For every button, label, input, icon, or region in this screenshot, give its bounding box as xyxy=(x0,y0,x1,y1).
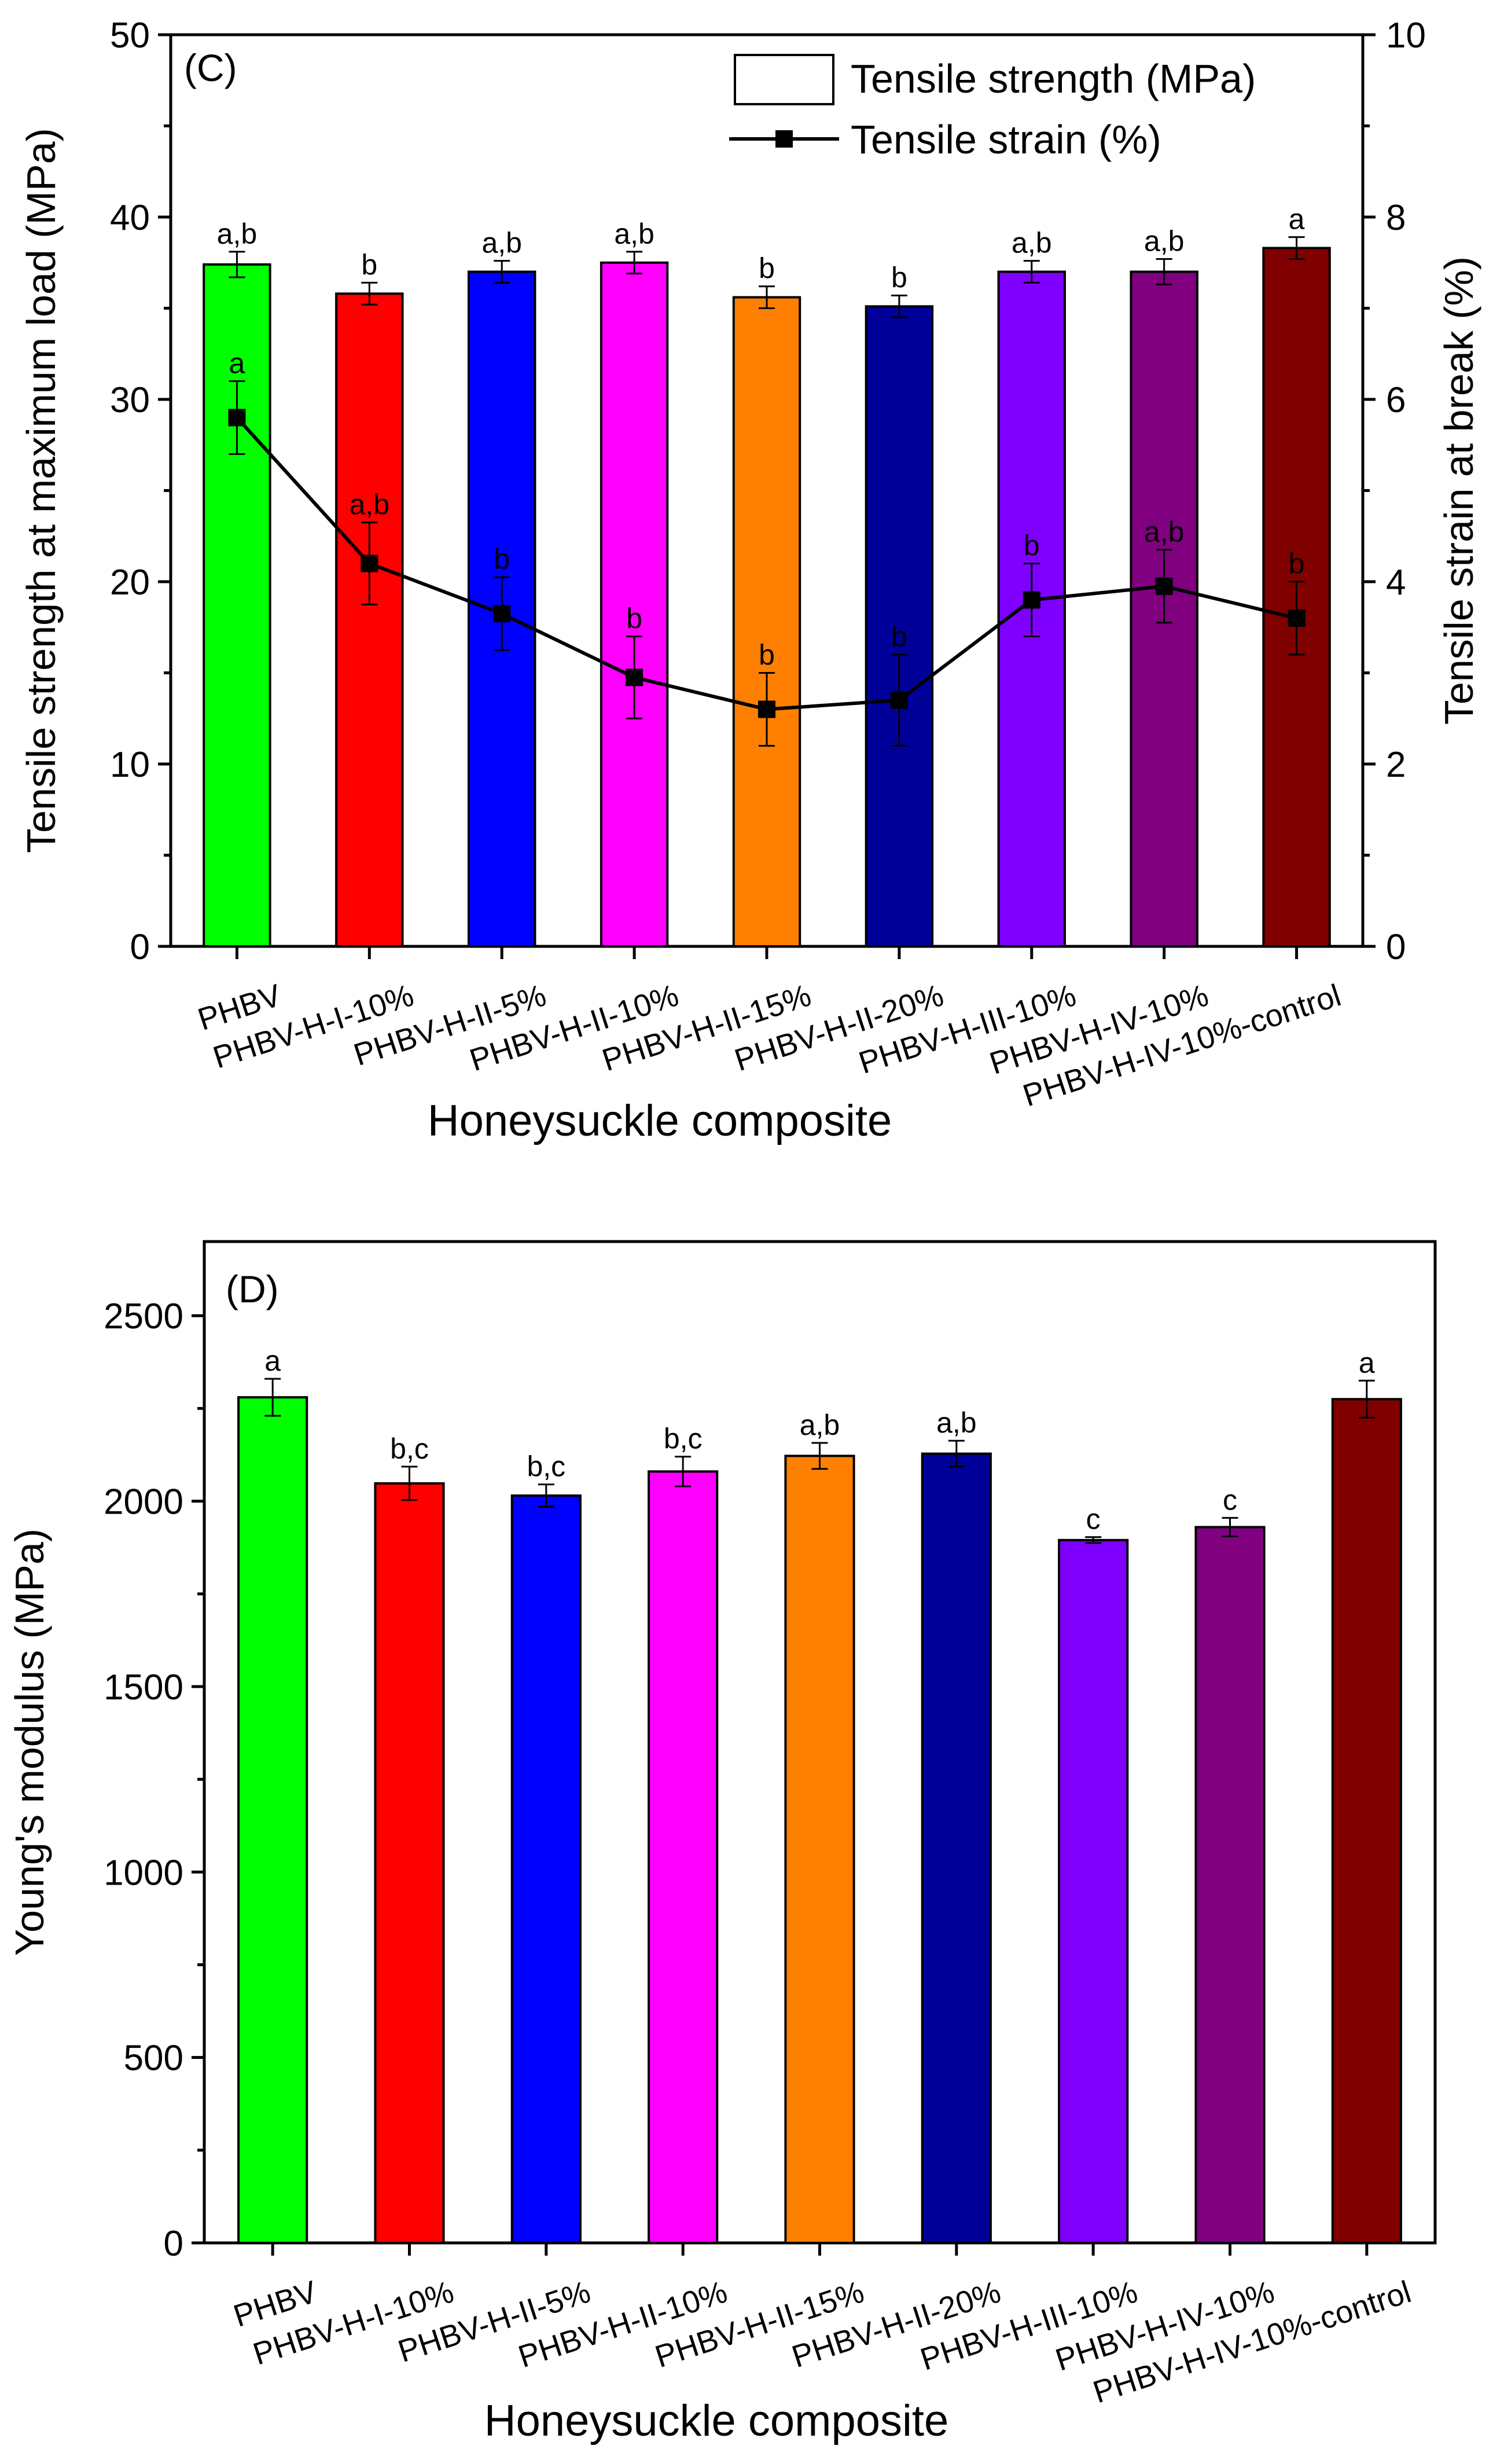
legend-bar-swatch xyxy=(734,54,834,105)
y-tick-label: 1000 xyxy=(104,1853,183,1893)
strain-point xyxy=(1155,577,1173,595)
bar xyxy=(784,1455,855,2244)
y-tick-label: 2500 xyxy=(104,1297,183,1336)
bar xyxy=(921,1452,992,2244)
legend-line-label: Tensile strain (%) xyxy=(851,117,1161,162)
bar xyxy=(203,263,271,948)
strain-significance-label: b xyxy=(1024,530,1040,562)
bar-significance-label: c xyxy=(1223,1483,1237,1516)
y2-tick-label: 2 xyxy=(1386,745,1406,785)
legend-bar-label: Tensile strength (MPa) xyxy=(851,56,1256,101)
bar xyxy=(865,305,934,948)
y-tick-label: 30 xyxy=(110,380,150,420)
strain-significance-label: b xyxy=(1289,548,1305,580)
bar-significance-label: b,c xyxy=(664,1423,703,1455)
y2-tick-label: 8 xyxy=(1386,198,1406,238)
y-tick-label: 0 xyxy=(130,927,150,967)
panel-d-label: (D) xyxy=(226,1268,279,1310)
y-tick-label: 10 xyxy=(110,745,150,785)
bar-significance-label: b,c xyxy=(527,1451,565,1483)
strain-point xyxy=(1023,591,1040,609)
panel-c-label: (C) xyxy=(184,46,237,89)
strain-point xyxy=(1288,609,1306,627)
strain-significance-label: b xyxy=(891,620,907,653)
strain-significance-label: a,b xyxy=(1144,516,1185,548)
y-tick-label: 20 xyxy=(110,563,150,603)
strain-point xyxy=(758,700,775,718)
strain-point xyxy=(228,409,246,427)
y2-tick-label: 10 xyxy=(1386,16,1426,56)
strain-significance-label: b xyxy=(626,603,642,635)
bar-significance-label: a,b xyxy=(1012,227,1052,259)
bar-significance-label: a,b xyxy=(481,227,522,259)
bar-significance-label: a xyxy=(264,1345,281,1377)
y-tick-label: 0 xyxy=(164,2224,183,2264)
bar-significance-label: b,c xyxy=(390,1433,429,1465)
bar xyxy=(648,1470,719,2244)
strain-significance-label: b xyxy=(759,639,775,671)
panel-d-youngs-modulus-chart: (D) 0 500 1000 1500 2000 2500 a b,c b,c b,c a,b a,b… xyxy=(7,1240,1437,2445)
y-tick-label: 1500 xyxy=(104,1668,183,1707)
y-tick-label: 2000 xyxy=(104,1482,183,1522)
bar xyxy=(374,1482,445,2244)
legend-line-marker xyxy=(775,130,793,148)
y-tick-label: 500 xyxy=(124,2039,183,2079)
strain-significance-label: a xyxy=(229,347,245,380)
bar-significance-label: a,b xyxy=(217,218,258,250)
strain-significance-label: b xyxy=(494,543,510,575)
bar xyxy=(510,1494,582,2245)
bar-significance-label: c xyxy=(1086,1503,1101,1536)
y-tick-label: 50 xyxy=(110,16,150,56)
strain-significance-label: a,b xyxy=(350,489,390,521)
bar-significance-label: b xyxy=(759,252,775,285)
y-tick-label: 40 xyxy=(110,198,150,238)
y-axis-title: Young's modulus (MPa) xyxy=(7,1529,52,1956)
y2-tick-label: 4 xyxy=(1386,563,1406,603)
bar-significance-label: a,b xyxy=(800,1409,840,1441)
bar xyxy=(732,296,801,948)
bar-significance-label: a xyxy=(1359,1346,1375,1379)
bar xyxy=(1194,1526,1266,2244)
y2-tick-label: 6 xyxy=(1386,380,1406,420)
bar xyxy=(1331,1398,1402,2244)
strain-point xyxy=(890,691,908,709)
bar-significance-label: a,b xyxy=(936,1407,977,1439)
y2-axis-title: Tensile strain at break (%) xyxy=(1436,256,1481,725)
strain-point xyxy=(626,669,643,686)
bar-significance-label: a,b xyxy=(614,218,654,250)
y-axis-title: Tensile strength at maximum load (MPa) xyxy=(19,128,64,853)
panel-c-tensile-chart: (C) 0 10 20 30 40 50 a,b b a,b a,b b b a,b a,b a 0 2 4 6 8 1… xyxy=(19,16,1481,1145)
x-axis-title: Honeysuckle composite xyxy=(428,1096,892,1145)
bar-significance-label: b xyxy=(361,248,377,281)
bar-significance-label: b xyxy=(891,261,907,293)
bar xyxy=(600,261,669,948)
bar-significance-label: a xyxy=(1289,203,1305,236)
strain-point xyxy=(361,555,378,572)
x-axis-title: Honeysuckle composite xyxy=(484,2396,949,2445)
y2-tick-label: 0 xyxy=(1386,927,1406,967)
strain-point xyxy=(493,605,511,623)
bar-significance-label: a,b xyxy=(1144,225,1185,257)
bar xyxy=(335,292,404,948)
bar xyxy=(1058,1538,1129,2245)
bar xyxy=(237,1396,308,2244)
